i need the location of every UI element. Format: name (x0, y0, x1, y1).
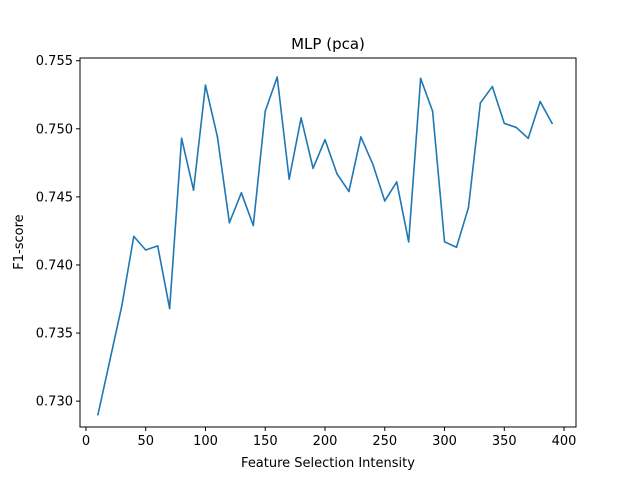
x-tick-label: 0 (82, 434, 90, 449)
data-point (443, 241, 446, 243)
x-tick-label: 100 (193, 434, 218, 449)
data-point (527, 137, 529, 140)
data-point (515, 126, 518, 129)
data-point (180, 137, 183, 140)
x-tick-label: 250 (372, 434, 397, 449)
data-point (276, 76, 279, 78)
x-tick-label: 200 (313, 434, 338, 449)
y-tick-label: 0.745 (36, 190, 73, 205)
x-tick-label: 150 (253, 434, 278, 449)
data-point (479, 102, 482, 104)
chart-title: MLP (pca) (291, 35, 365, 53)
plot-frame (79, 57, 577, 428)
x-tick-label: 50 (137, 434, 154, 449)
data-point (252, 224, 255, 227)
data-point (312, 167, 314, 170)
data-point (372, 163, 374, 166)
data-point (551, 122, 553, 125)
data-point (97, 413, 99, 416)
data-point (240, 192, 243, 194)
data-point (467, 206, 470, 209)
data-point (539, 100, 541, 103)
data-point (407, 241, 410, 243)
plot-area: 0 50 100 150 200 250 300 350 400 0.730 0.735 0.740… (36, 54, 577, 449)
data-point (192, 189, 195, 191)
data-point (324, 138, 326, 141)
data-point (503, 122, 506, 125)
data-point (455, 246, 458, 249)
x-axis: 0 50 100 150 200 250 300 350 400 (82, 427, 577, 449)
y-tick-label: 0.730 (36, 395, 73, 410)
data-point (383, 200, 386, 202)
data-point (132, 235, 135, 238)
data-point (300, 117, 302, 119)
data-point (109, 359, 111, 362)
data-point (395, 181, 398, 183)
x-axis-label: Feature Selection Intensity (241, 456, 415, 471)
data-point (360, 136, 362, 138)
x-tick-label: 300 (432, 434, 457, 449)
data-point (431, 110, 434, 112)
y-axis-label: F1-score (12, 214, 27, 269)
series-line-0 (97, 76, 553, 416)
data-point (216, 136, 219, 138)
data-point (144, 249, 147, 251)
x-tick-label: 400 (552, 434, 577, 449)
data-point (336, 172, 338, 175)
data-point (419, 77, 422, 80)
y-tick-label: 0.735 (36, 327, 73, 342)
data-point (156, 245, 159, 247)
data-point (228, 221, 231, 224)
data-point (348, 190, 350, 193)
x-tick-label: 350 (492, 434, 517, 449)
series-layer (97, 76, 553, 416)
data-point (204, 84, 207, 87)
y-tick-label: 0.750 (36, 122, 73, 137)
data-point (491, 85, 494, 88)
y-tick-label: 0.755 (36, 54, 73, 69)
data-point (168, 307, 171, 310)
data-point (121, 305, 123, 307)
y-tick-label: 0.740 (36, 258, 73, 273)
data-point (264, 110, 267, 112)
y-axis: 0.730 0.735 0.740 0.745 0.750 0.755 (36, 54, 80, 410)
data-point (288, 178, 290, 180)
